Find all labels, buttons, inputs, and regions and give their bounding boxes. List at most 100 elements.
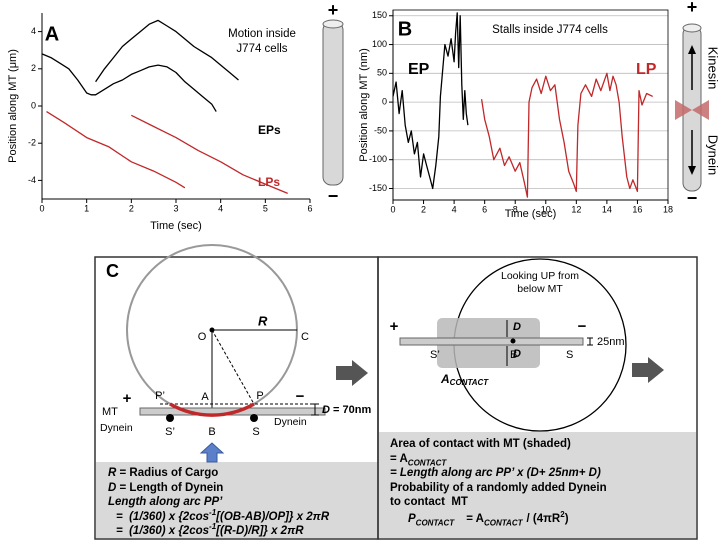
y-tick-label: -2 xyxy=(28,138,36,148)
minus-end: − xyxy=(578,318,587,335)
y-axis-title: Position along MT (μm) xyxy=(7,49,19,163)
x-tick-label: 4 xyxy=(452,204,457,214)
text: = (1/360) x {2cos xyxy=(116,510,210,523)
y-tick-label: -150 xyxy=(369,183,387,193)
y-tick-label: 2 xyxy=(31,63,36,73)
x-tick-label: 18 xyxy=(663,204,673,214)
panel-label: B xyxy=(398,18,412,40)
y-tick-label: 0 xyxy=(382,96,387,106)
dynein xyxy=(166,414,174,422)
x-tick-label: 6 xyxy=(307,203,312,213)
x-tick-label: 6 xyxy=(482,204,487,214)
text-line: Probability of a randomly added Dynein xyxy=(390,481,607,496)
x-tick-label: 1 xyxy=(84,203,89,213)
text: / (4πR xyxy=(526,512,561,525)
annotation: J774 cells xyxy=(236,43,287,55)
text: Length along arc PP’ xyxy=(108,496,223,509)
text-line: = ACONTACT xyxy=(390,452,607,467)
y-tick-label: 4 xyxy=(31,26,36,36)
arrowhead xyxy=(688,45,696,54)
series-label: EP xyxy=(408,61,430,78)
x-tick-label: 8 xyxy=(513,204,518,214)
subscript: CONTACT xyxy=(415,518,455,528)
symbol: P xyxy=(408,512,416,525)
data-line xyxy=(131,114,288,195)
center-dot xyxy=(209,327,215,333)
data-line xyxy=(95,19,239,83)
data-line xyxy=(392,12,469,190)
cylinder-top xyxy=(682,23,702,33)
point-label: R xyxy=(258,313,268,328)
text-line: Length along arc PP’ xyxy=(108,495,329,510)
x-tick-label: 3 xyxy=(173,203,178,213)
point-label: S’ xyxy=(430,349,440,361)
symbol: A xyxy=(440,372,450,386)
text: [(R-D)/R]} x 2πR xyxy=(216,525,304,538)
dynein-length: D = 70nm xyxy=(322,404,371,416)
y-tick-label: 50 xyxy=(377,68,387,78)
y-axis-title: Position along MT (nm) xyxy=(358,48,370,162)
mt-label: MT xyxy=(102,406,118,418)
dashed-line xyxy=(211,329,255,405)
text-line: R = Radius of Cargo xyxy=(108,466,329,481)
text-line: Area of contact with MT (shaded) xyxy=(390,437,607,452)
dynein-label: Dynein xyxy=(100,422,133,434)
point-label: C xyxy=(301,331,309,343)
symbol: D xyxy=(322,404,330,416)
point-label: P xyxy=(256,390,263,402)
plus-end: + xyxy=(328,0,339,20)
view-title: below MT xyxy=(517,283,563,295)
x-tick-label: 10 xyxy=(541,204,551,214)
plus-end: + xyxy=(123,390,132,407)
x-tick-label: 2 xyxy=(421,204,426,214)
text-background xyxy=(379,432,696,538)
point-label: B xyxy=(208,426,215,438)
value: = 70nm xyxy=(333,404,371,416)
area-label: ACONTACT xyxy=(440,372,489,387)
panel-box xyxy=(377,256,698,540)
point-label: O xyxy=(198,331,207,343)
x-tick-label: 14 xyxy=(602,204,612,214)
superscript: -1 xyxy=(209,522,217,532)
subscript: CONTACT xyxy=(407,457,447,467)
point-label: S xyxy=(566,349,573,361)
superscript: -1 xyxy=(209,507,217,517)
arrow xyxy=(336,360,368,386)
data-line xyxy=(41,53,217,112)
series-label: LPs xyxy=(258,175,280,189)
point-label: S xyxy=(252,426,259,438)
text-line: = Length along arc PP’ x (D+ 25nm+ D) xyxy=(390,466,607,481)
dimension-label: D xyxy=(513,348,521,360)
data-line xyxy=(480,72,653,198)
point-label: B xyxy=(510,349,517,361)
text-line: to contact MT xyxy=(390,495,607,510)
text: = A xyxy=(390,452,408,465)
text: [(OB-AB)/OP]} x 2πR xyxy=(216,510,330,523)
text-line: D = Length of Dynein xyxy=(108,481,329,496)
y-tick-label: -4 xyxy=(28,175,36,185)
plus-end: + xyxy=(687,0,698,17)
y-tick-label: -50 xyxy=(374,125,387,135)
motor-label: Dynein xyxy=(706,135,721,175)
series-label: LP xyxy=(636,61,657,78)
cylinder xyxy=(322,21,344,186)
panel-label: C xyxy=(106,261,119,281)
microtubule-icon xyxy=(675,23,709,192)
text: = A xyxy=(466,512,484,525)
arrow xyxy=(632,357,664,383)
superscript: 2 xyxy=(560,510,565,520)
cylinder-top xyxy=(322,19,344,29)
y-tick-label: 150 xyxy=(372,10,387,20)
annotation: Motion inside xyxy=(228,28,296,40)
y-tick-label: -100 xyxy=(369,154,387,164)
text: Probability of a randomly added Dynein xyxy=(390,481,607,494)
x-axis-title: Time (sec) xyxy=(505,208,557,220)
x-tick-label: 5 xyxy=(263,203,268,213)
text: = Radius of Cargo xyxy=(119,467,219,479)
text-line: = (1/360) x {2cos-1[(R-D)/R]} x 2πR xyxy=(108,522,329,539)
arrowhead xyxy=(688,166,696,175)
microtubule-icon xyxy=(322,19,344,186)
microtubule xyxy=(399,337,584,346)
x-tick-label: 12 xyxy=(571,204,581,214)
